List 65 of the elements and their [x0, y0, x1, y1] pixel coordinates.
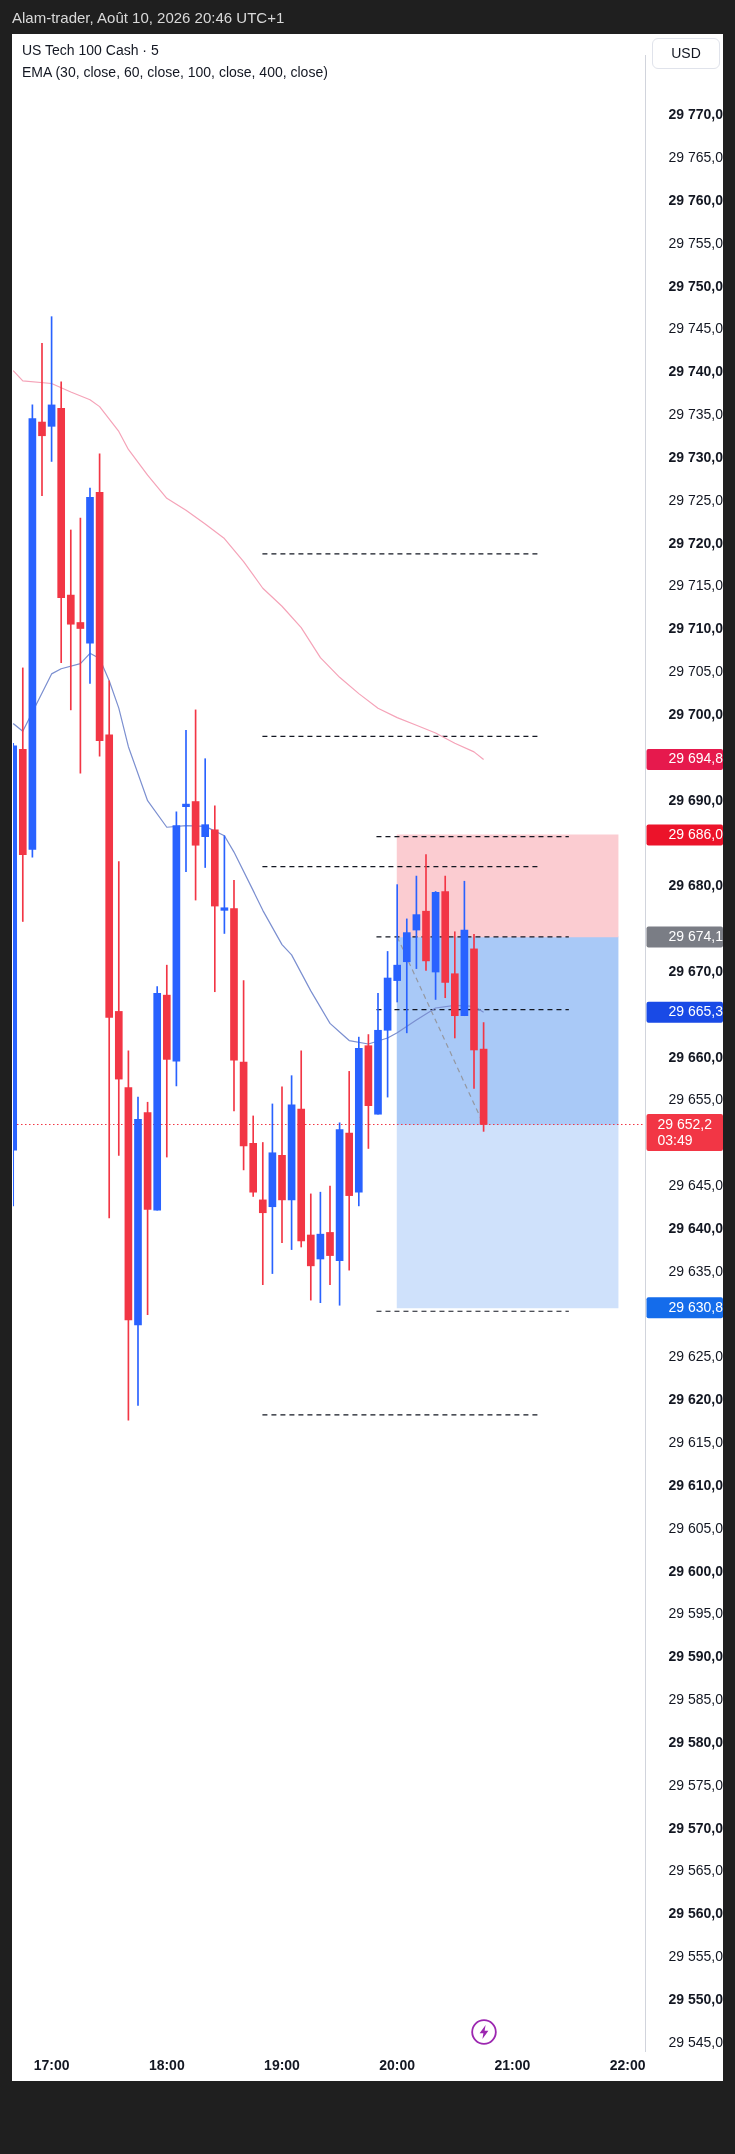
y-axis-title: USD [671, 45, 701, 61]
y-tick-label: 29 725,0 [668, 491, 724, 508]
y-tick-label: 29 620,0 [668, 1391, 724, 1408]
bar [396, 1124, 619, 1309]
y-tick-label: 29 605,0 [668, 1519, 724, 1536]
y-tick-label: 29 670,0 [668, 962, 724, 979]
x-tick-label: 18:00 [148, 2057, 185, 2074]
y-tick-label: 29 625,0 [668, 1348, 724, 1365]
x-tick-label: 21:00 [494, 2057, 531, 2074]
y-tick-label: 29 690,0 [668, 791, 724, 808]
y-tick-label: 29 590,0 [668, 1648, 724, 1665]
candlestick [326, 1185, 334, 1286]
currency-button: USD [652, 38, 720, 69]
y-tick-label: 29 565,0 [668, 1862, 724, 1879]
y-tick-label: 29 740,0 [668, 363, 724, 380]
y-tick-label: 29 655,0 [668, 1091, 724, 1108]
y-tick-label: 29 760,0 [668, 191, 724, 208]
candlestick [393, 884, 402, 1003]
y-tick-label: 29 700,0 [668, 705, 724, 722]
candlestick [182, 730, 190, 873]
y-tick-label: 29 705,0 [668, 663, 724, 680]
y-tick-label: 29 665,3 [668, 1003, 724, 1020]
text: Alam-trader, Août 10, 2026 20:46 UTC+1 [12, 9, 285, 27]
y-tick-label: 29 640,0 [668, 1219, 724, 1236]
y-tick-label: 29 735,0 [668, 406, 724, 423]
chart-title: US Tech 100 Cash · 5 [22, 41, 159, 59]
y-tick-label: 29 745,0 [668, 320, 724, 337]
candlestick [201, 758, 210, 868]
y-tick-label: 29 770,0 [668, 106, 724, 123]
y-tick-label: 29 720,0 [668, 534, 724, 551]
text: EMA (30, close, 60, close, 100, close, 400, close) [22, 63, 328, 81]
y-tick-label: 29 580,0 [668, 1733, 724, 1750]
y-tick-label: 29 755,0 [668, 234, 724, 251]
y-tick-label: 29 610,0 [668, 1476, 724, 1493]
y-tick-label: 29 550,0 [668, 1990, 724, 2007]
y-tick-label: 29 585,0 [668, 1691, 724, 1708]
y-tick-label: 29 645,0 [668, 1177, 724, 1194]
y-tick-label: 29 765,0 [668, 149, 724, 166]
y-tick-label: 29 570,0 [668, 1819, 724, 1836]
y-tick-label: 29 635,0 [668, 1262, 724, 1279]
y-tick-label: 29 715,0 [668, 577, 724, 594]
x-tick-label: 17:00 [33, 2057, 70, 2074]
y-tick-label: 29 730,0 [668, 448, 724, 465]
y-tick-label: 29 660,0 [668, 1048, 724, 1065]
y-tick-label: 29 600,0 [668, 1562, 724, 1579]
ref-line-label: 29 652,2 03:49 [657, 1115, 713, 1148]
y-tick-label: 29 545,0 [668, 2033, 724, 2050]
x-tick-label: 22:00 [609, 2057, 646, 2074]
y-tick-label: 29 674,1 [668, 927, 724, 944]
y-tick-label: 29 615,0 [668, 1434, 724, 1451]
x-tick-label: 19:00 [264, 2057, 301, 2074]
y-tick-label: 29 694,8 [668, 750, 724, 767]
y-tick-label: 29 555,0 [668, 1948, 724, 1965]
y-tick-label: 29 686,0 [668, 825, 724, 842]
y-tick-label: 29 575,0 [668, 1776, 724, 1793]
candlestick [38, 342, 46, 497]
x-tick-label: 20:00 [379, 2057, 416, 2074]
y-tick-label: 29 595,0 [668, 1605, 724, 1622]
y-tick-label: 29 710,0 [668, 620, 724, 637]
y-tick-label: 29 630,8 [668, 1298, 724, 1315]
y-tick-label: 29 560,0 [668, 1905, 724, 1922]
candlestick [66, 529, 75, 711]
candlestick [258, 1142, 267, 1286]
y-tick-label: 29 680,0 [668, 877, 724, 894]
y-tick-label: 29 750,0 [668, 277, 724, 294]
